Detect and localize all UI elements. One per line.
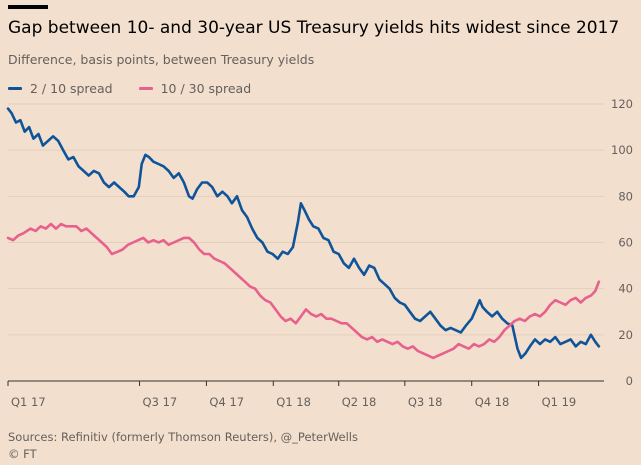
x-tick-label-q4-17: Q4 17 — [209, 395, 244, 409]
x-tick-label-q3-18: Q3 18 — [408, 395, 443, 409]
y-tick-label-100: 100 — [611, 143, 633, 157]
x-tick-label-q1-19: Q1 19 — [542, 395, 577, 409]
chart-title: Gap between 10- and 30-year US Treasury … — [8, 18, 620, 38]
legend-item-10-30: 10 / 30 spread — [138, 81, 252, 96]
source-note: Sources: Refinitiv (formerly Thomson Reu… — [8, 430, 358, 444]
y-tick-label-80: 80 — [618, 189, 633, 203]
legend-swatch-10-30 — [138, 87, 153, 90]
chart-subtitle: Difference, basis points, between Treasu… — [8, 52, 315, 67]
y-tick-label-60: 60 — [618, 236, 633, 250]
legend: 2 / 10 spread 10 / 30 spread — [8, 81, 251, 96]
x-tick-label-q1-18: Q1 18 — [276, 395, 311, 409]
legend-swatch-2-10 — [8, 87, 22, 90]
y-tick-label-120: 120 — [611, 97, 633, 111]
x-tick-label-q4-18: Q4 18 — [475, 395, 510, 409]
series-line-10-30 — [6, 222, 601, 360]
series-line-2-10 — [6, 107, 601, 360]
ft-top-bar — [8, 5, 48, 9]
legend-label-2-10: 2 / 10 spread — [30, 81, 113, 96]
ft-credit: © FT — [8, 447, 37, 461]
y-tick-label-40: 40 — [618, 282, 633, 296]
legend-item-2-10: 2 / 10 spread — [8, 81, 113, 96]
x-tick-label-q2-18: Q2 18 — [342, 395, 377, 409]
y-tick-label-20: 20 — [618, 328, 633, 342]
legend-label-10-30: 10 / 30 spread — [160, 81, 252, 96]
x-tick-label-q3-17: Q3 17 — [143, 395, 178, 409]
x-tick-label-q1-17: Q1 17 — [11, 395, 46, 409]
y-tick-label-0: 0 — [626, 374, 633, 388]
